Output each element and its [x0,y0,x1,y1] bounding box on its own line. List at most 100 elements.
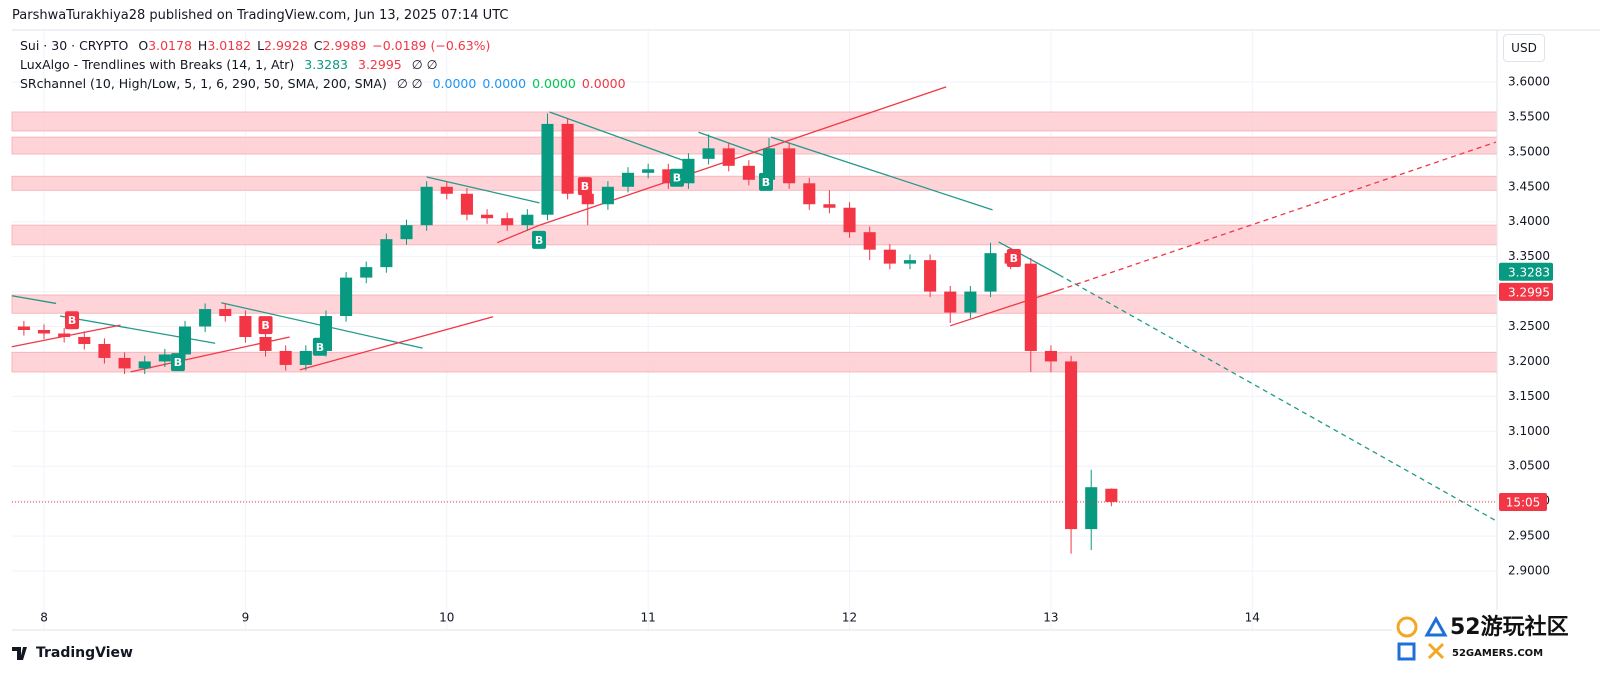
candle-body [823,204,836,208]
candle-body [219,309,232,317]
y-tick-label: 3.2500 [1508,319,1550,333]
candle-body [400,225,413,240]
watermark-title: 52游玩社区 [1450,614,1569,640]
candle-body [340,277,353,317]
candle-body [239,316,252,337]
candle-body [1065,361,1078,530]
ohlc-value: 2.9989 [322,38,367,53]
candle-body [944,291,957,313]
sr-zone [11,294,1498,314]
candle-body [924,260,937,292]
axis-marker-box [1499,262,1553,281]
candle-body [460,193,473,215]
candle-body [420,186,433,226]
indicator-value: 0.0000 [432,76,477,91]
candle-body [17,326,30,330]
candle-body [682,158,695,184]
signal-label: B [174,356,182,369]
y-tick-label: 2.9500 [1508,529,1550,543]
trendline [426,176,540,204]
candle-body [299,350,312,365]
tradingview-logo: TradingView [12,645,133,661]
x-tick-label: 12 [842,611,857,625]
trendline [698,131,772,159]
candle-body [98,343,111,358]
y-tick-label: 3.3500 [1508,249,1550,263]
trendline [998,241,1060,276]
ohlc-key: O [138,38,149,53]
signal-label: B [1010,252,1018,265]
trendline [770,136,993,211]
icon [1396,616,1418,638]
indicator-value: 3.2995 [358,57,402,72]
ohlc-value: 3.0178 [148,38,192,53]
trendline [11,295,57,305]
signal-box [758,172,773,191]
candle-body [803,183,816,205]
zone-layer [11,111,1498,373]
indicator-value: 3.3283 [304,57,349,72]
change: −0.0189 (−0.63%) [372,38,491,53]
signal-label: B [261,319,269,332]
sr-zone [11,111,1498,132]
indicator-empty: ∅ ∅ [396,76,423,91]
watermark: 52游玩社区 52GAMERS.COM [1392,610,1600,685]
ohlc-key: H [197,38,208,53]
axis-marker-label: 3.2995 [1508,285,1550,299]
indicator-value: 0.0000 [532,76,576,91]
candle-body [360,267,373,278]
signal-box [65,311,80,330]
last-price-label: 15:05 [1506,495,1541,509]
x-tick-label: 8 [40,611,48,625]
logo-icon [12,647,27,660]
candle-body [259,336,272,351]
candle-body [178,326,192,355]
candle-body [762,148,776,180]
x-tick-label: 9 [242,611,250,625]
candle-body [984,253,997,292]
candle-body [883,249,896,264]
currency-button[interactable]: USD [1503,34,1545,62]
y-tick-label: 3.2000 [1508,354,1550,368]
trendline [299,316,494,371]
candle-body [964,291,977,313]
candle-body [581,193,594,205]
x-tick-label: 14 [1245,611,1260,625]
y-tick-label: 3.0500 [1508,459,1550,473]
candle-body [37,330,51,334]
candle-body [58,333,71,337]
candle-body [783,148,796,184]
candle-body [742,165,755,180]
candle-body [863,232,876,250]
icon [1397,642,1416,661]
candle-body [1044,350,1057,362]
axis-marker-box [1499,282,1553,301]
candle-body [621,172,635,187]
signal-label: B [68,314,76,327]
ohlc-key: C [313,38,323,53]
signal-box [532,230,547,249]
signal-label: B [673,172,681,185]
sr-zone [11,224,1498,246]
symbol: Sui · 30 · CRYPTO [20,38,129,53]
x-tick-label: 11 [641,611,656,625]
candle-body [1024,263,1037,351]
signal-layer: B B B B B B B B B [65,168,1021,372]
trendline [1058,141,1497,291]
candle-body [642,169,655,173]
candle-body [1085,487,1098,530]
candle-body [380,239,393,268]
watermark-bg [1392,610,1600,685]
candle-body [199,309,212,327]
candle-body [541,123,554,215]
legend-row: SRchannel (10, High/Low, 5, 1, 6, 290, 5… [20,76,632,91]
y-tick-label: 3.1000 [1508,424,1550,438]
candle-body [843,207,856,233]
x-tick-label: 10 [439,611,454,625]
signal-box [170,353,185,372]
trendline [1058,274,1497,522]
candle-body [118,357,131,369]
signal-label: B [316,341,324,354]
